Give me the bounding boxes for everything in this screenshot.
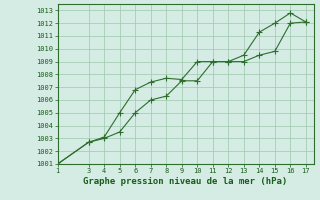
X-axis label: Graphe pression niveau de la mer (hPa): Graphe pression niveau de la mer (hPa) [84, 177, 288, 186]
